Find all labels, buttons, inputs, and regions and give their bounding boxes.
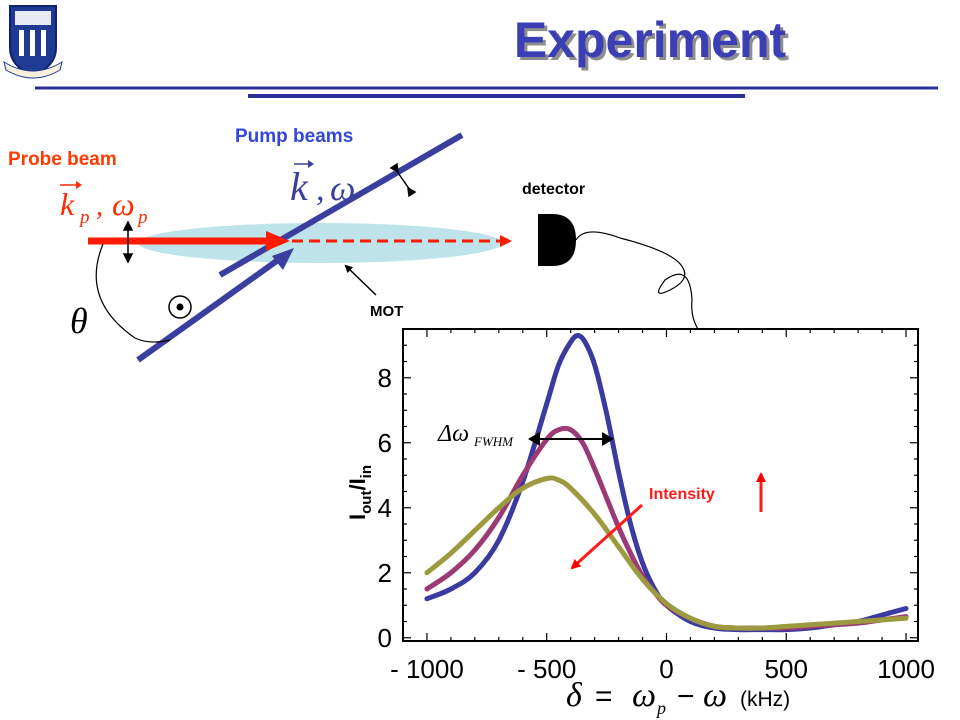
x-tick-label: 1000 bbox=[877, 654, 935, 684]
svg-text:p: p bbox=[655, 698, 666, 718]
transmitted-arrowhead bbox=[500, 235, 512, 247]
chart-ticks bbox=[403, 329, 918, 641]
x-tick-label: - 500 bbox=[517, 654, 576, 684]
pump-beam-upper bbox=[218, 132, 464, 278]
out-of-plane-polarization-icon bbox=[168, 295, 192, 319]
intensity-trend-arrow bbox=[570, 503, 644, 570]
university-shield-icon bbox=[3, 5, 63, 79]
chart-curves bbox=[424, 333, 909, 633]
mot-label: MOT bbox=[370, 303, 403, 320]
y-tick-label: 2 bbox=[378, 558, 392, 588]
x-tick-label: - 1000 bbox=[390, 654, 464, 684]
y-tick-label: 6 bbox=[378, 428, 392, 458]
mot-pointer-arrow bbox=[344, 264, 377, 296]
chart-tick-labels: - 1000 - 500 0 500 1000 0 2 4 6 8 bbox=[378, 363, 935, 684]
detector-label: detector bbox=[522, 181, 585, 198]
svg-text:FWHM: FWHM bbox=[473, 434, 514, 449]
y-tick-label: 0 bbox=[378, 623, 392, 653]
pump-beam-arrowhead bbox=[272, 248, 294, 270]
y-tick-label: 4 bbox=[378, 493, 392, 523]
svg-text:δ: δ bbox=[566, 677, 583, 714]
probe-beam-arrowhead bbox=[266, 231, 290, 251]
x-tick-label: 0 bbox=[659, 654, 673, 684]
theta-label: θ bbox=[70, 301, 88, 341]
detector-cable bbox=[575, 231, 703, 336]
svg-text:,: , bbox=[316, 171, 325, 208]
svg-text:Δω: Δω bbox=[437, 421, 469, 447]
svg-text:k: k bbox=[60, 186, 75, 222]
series-line-2 bbox=[424, 475, 909, 631]
svg-text:,: , bbox=[96, 191, 103, 222]
intensity-label: Intensity bbox=[649, 486, 715, 503]
pump-beams-label: Pump beams bbox=[235, 126, 353, 147]
y-tick-label: 8 bbox=[378, 363, 392, 393]
page-title-shadow: Experiment bbox=[517, 15, 790, 71]
transmission-chart: - 1000 - 500 0 500 1000 0 2 4 6 8 bbox=[378, 328, 935, 684]
mot-cloud bbox=[138, 223, 502, 263]
probe-wavevector-symbol: k p , ω p bbox=[60, 181, 148, 228]
y-axis-label: Iout/Iin bbox=[345, 465, 375, 520]
page-title: Experiment bbox=[514, 12, 787, 68]
svg-text:p: p bbox=[78, 207, 90, 228]
pump-beam-lower bbox=[136, 257, 280, 363]
svg-text:ω: ω bbox=[703, 677, 727, 714]
svg-text:p: p bbox=[136, 207, 148, 228]
detector-icon bbox=[538, 214, 576, 266]
svg-text:=: = bbox=[595, 680, 613, 713]
probe-beam-label: Probe beam bbox=[8, 149, 117, 170]
chart-plot-area bbox=[402, 328, 919, 642]
x-tick-label: 500 bbox=[765, 654, 808, 684]
x-axis-unit: (kHz) bbox=[740, 688, 790, 711]
svg-text:k: k bbox=[290, 164, 309, 209]
svg-text:ω: ω bbox=[112, 186, 135, 222]
fwhm-annotation: Δω FWHM bbox=[437, 421, 614, 449]
svg-text:−: − bbox=[677, 680, 695, 713]
probe-polarization-icon bbox=[122, 220, 134, 264]
pump-polarization-icon bbox=[389, 162, 417, 198]
theta-angle-arc bbox=[95, 243, 171, 343]
x-axis-label: δ = ω p − ω (kHz) bbox=[566, 677, 790, 718]
svg-text:ω: ω bbox=[632, 677, 656, 714]
